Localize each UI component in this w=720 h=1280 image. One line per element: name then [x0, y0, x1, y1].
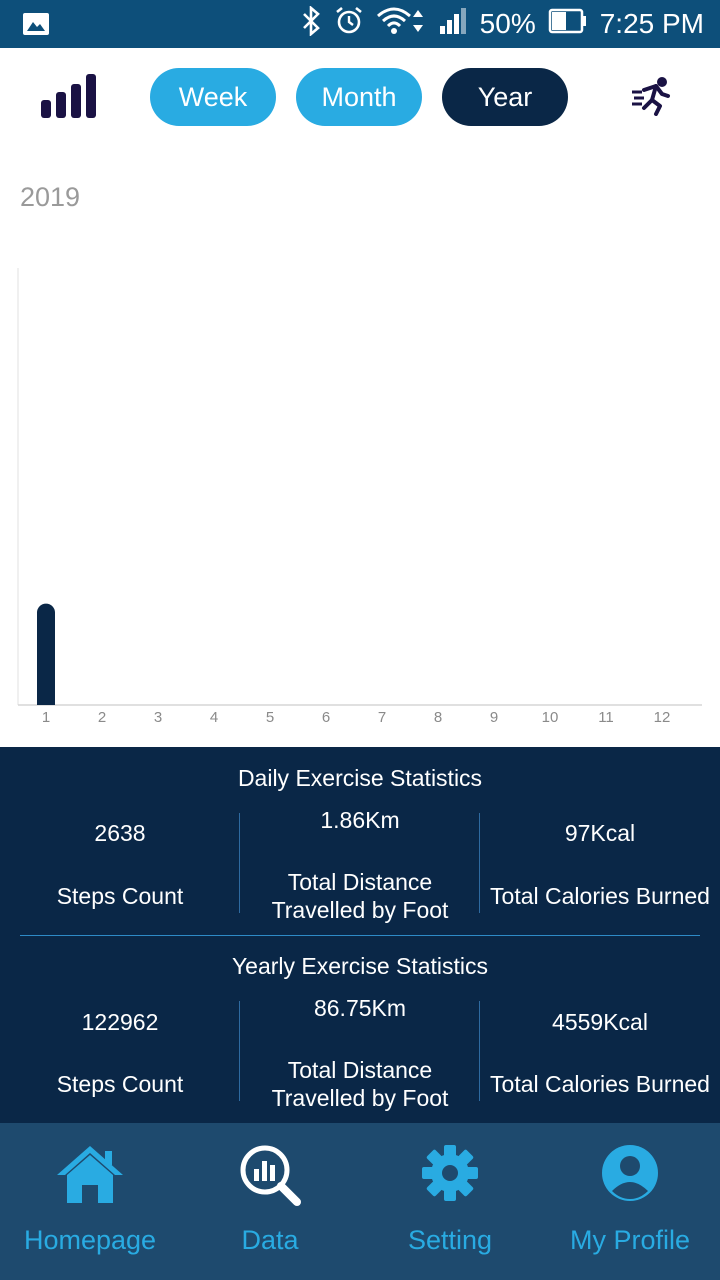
- nav-data-label: Data: [241, 1225, 299, 1255]
- daily-steps-label: Steps Count: [56, 883, 184, 909]
- yearly-steps-value: 122962: [81, 1009, 159, 1035]
- x-tick-label: 11: [598, 709, 614, 726]
- x-tick-label: 1: [42, 709, 50, 726]
- bottom-navigation: Homepage Data: [0, 1123, 720, 1280]
- x-tick-label: 7: [378, 709, 386, 726]
- yearly-calories-value: 4559Kcal: [552, 1009, 648, 1035]
- x-tick-label: 5: [266, 709, 274, 726]
- cell-signal-icon: [438, 6, 468, 43]
- divider: [239, 1001, 240, 1101]
- daily-distance-label-line1: Total Distance: [287, 869, 433, 895]
- battery-percent: 50%: [479, 8, 536, 39]
- stats-panel: Daily Exercise Statistics 2638 Steps Cou…: [0, 747, 720, 1123]
- clock-time: 7:25 PM: [599, 8, 704, 39]
- tab-month[interactable]: Month: [296, 68, 422, 126]
- x-tick-label: 4: [210, 709, 218, 726]
- nav-data[interactable]: Data: [180, 1123, 360, 1280]
- yearly-distance-label-line1: Total Distance: [287, 1057, 433, 1083]
- nav-homepage-label: Homepage: [23, 1225, 157, 1255]
- yearly-steps-label: Steps Count: [56, 1071, 184, 1097]
- nav-my-profile[interactable]: My Profile: [540, 1123, 720, 1280]
- home-icon: [55, 1143, 125, 1210]
- nav-setting[interactable]: Setting: [360, 1123, 540, 1280]
- x-tick-label: 8: [434, 709, 442, 726]
- running-man-icon[interactable]: [630, 76, 672, 116]
- daily-stats-title: Daily Exercise Statistics: [237, 765, 483, 791]
- yearly-distance-label-line2: Travelled by Foot: [271, 1085, 449, 1111]
- daily-distance-value: 1.86Km: [320, 807, 400, 833]
- daily-calories-label: Total Calories Burned: [490, 883, 710, 909]
- yearly-calories-label: Total Calories Burned: [490, 1071, 710, 1097]
- yearly-steps-bar-chart: 1 2 3 4 5 6 7 8 9 10 11 12: [17, 268, 702, 726]
- tab-week[interactable]: Week: [150, 68, 276, 126]
- chart-bar-month-1[interactable]: [37, 603, 55, 705]
- signal-bars-icon[interactable]: [40, 72, 98, 120]
- x-tick-label: 2: [98, 709, 106, 726]
- x-tick-label: 10: [542, 709, 559, 726]
- top-toolbar: Week Month Year: [0, 48, 720, 148]
- x-tick-label: 9: [490, 709, 498, 726]
- x-tick-label: 3: [154, 709, 162, 726]
- yearly-stats-title: Yearly Exercise Statistics: [231, 953, 489, 979]
- daily-calories-value: 97Kcal: [564, 820, 636, 846]
- nav-setting-label: Setting: [407, 1225, 493, 1255]
- divider: [479, 1001, 480, 1101]
- data-search-icon: [238, 1143, 302, 1212]
- yearly-distance-value: 86.75Km: [313, 995, 407, 1021]
- year-label: 2019: [20, 182, 81, 212]
- divider: [479, 813, 480, 913]
- nav-my-profile-label: My Profile: [569, 1225, 691, 1255]
- nav-homepage[interactable]: Homepage: [0, 1123, 180, 1280]
- daily-distance-label-line2: Travelled by Foot: [271, 897, 449, 923]
- battery-icon: [548, 7, 588, 42]
- x-tick-label: 6: [322, 709, 330, 726]
- wifi-icon: [376, 6, 426, 43]
- gear-icon: [420, 1143, 480, 1208]
- bluetooth-icon: [300, 4, 322, 43]
- section-divider: [20, 935, 700, 936]
- daily-steps-value: 2638: [94, 820, 146, 846]
- tab-year[interactable]: Year: [442, 68, 568, 126]
- profile-icon: [600, 1143, 660, 1208]
- gallery-notification-icon: [22, 10, 50, 43]
- alarm-icon: [334, 6, 364, 43]
- x-tick-label: 12: [654, 709, 671, 726]
- divider: [239, 813, 240, 913]
- status-bar: 50% 7:25 PM: [0, 0, 720, 48]
